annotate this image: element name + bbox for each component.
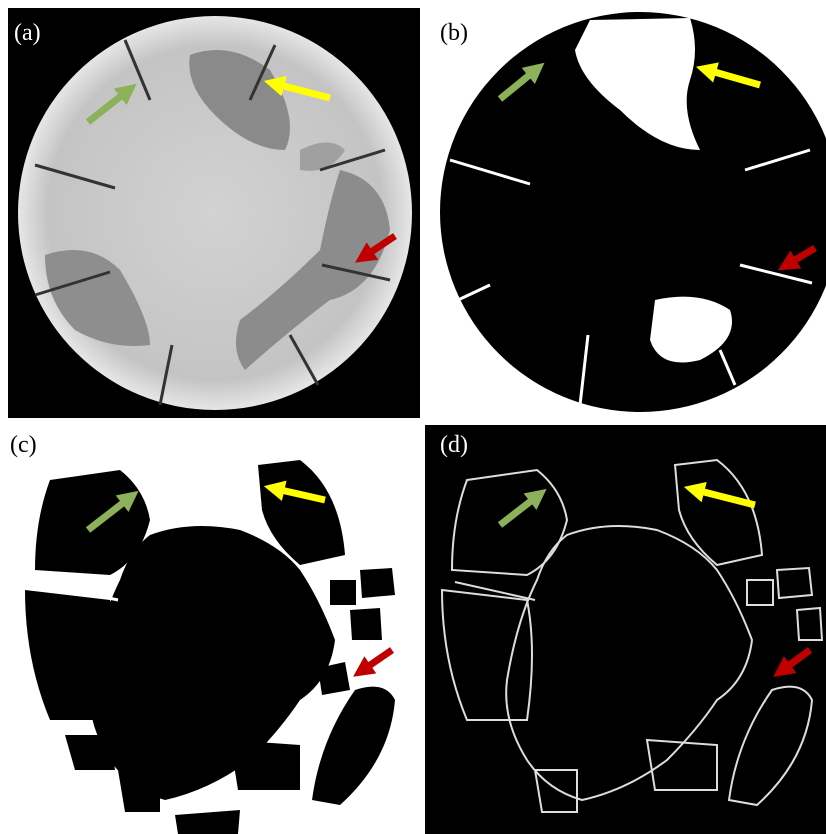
panel-label: (d)	[440, 432, 468, 458]
figure: (a) (b)	[0, 0, 826, 834]
panel-a: (a)	[8, 8, 420, 418]
panel-c: (c)	[10, 432, 395, 834]
panel-b: (b)	[440, 12, 826, 412]
regions	[25, 460, 395, 834]
panel-label: (a)	[14, 20, 41, 46]
panel-label: (c)	[10, 432, 37, 458]
panel-background	[425, 425, 826, 834]
panel-label: (b)	[440, 20, 468, 46]
panel-d: (d)	[425, 425, 826, 834]
arrow	[360, 650, 392, 672]
